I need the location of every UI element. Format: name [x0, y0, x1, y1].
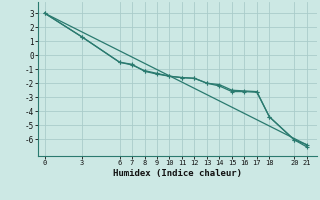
- X-axis label: Humidex (Indice chaleur): Humidex (Indice chaleur): [113, 169, 242, 178]
